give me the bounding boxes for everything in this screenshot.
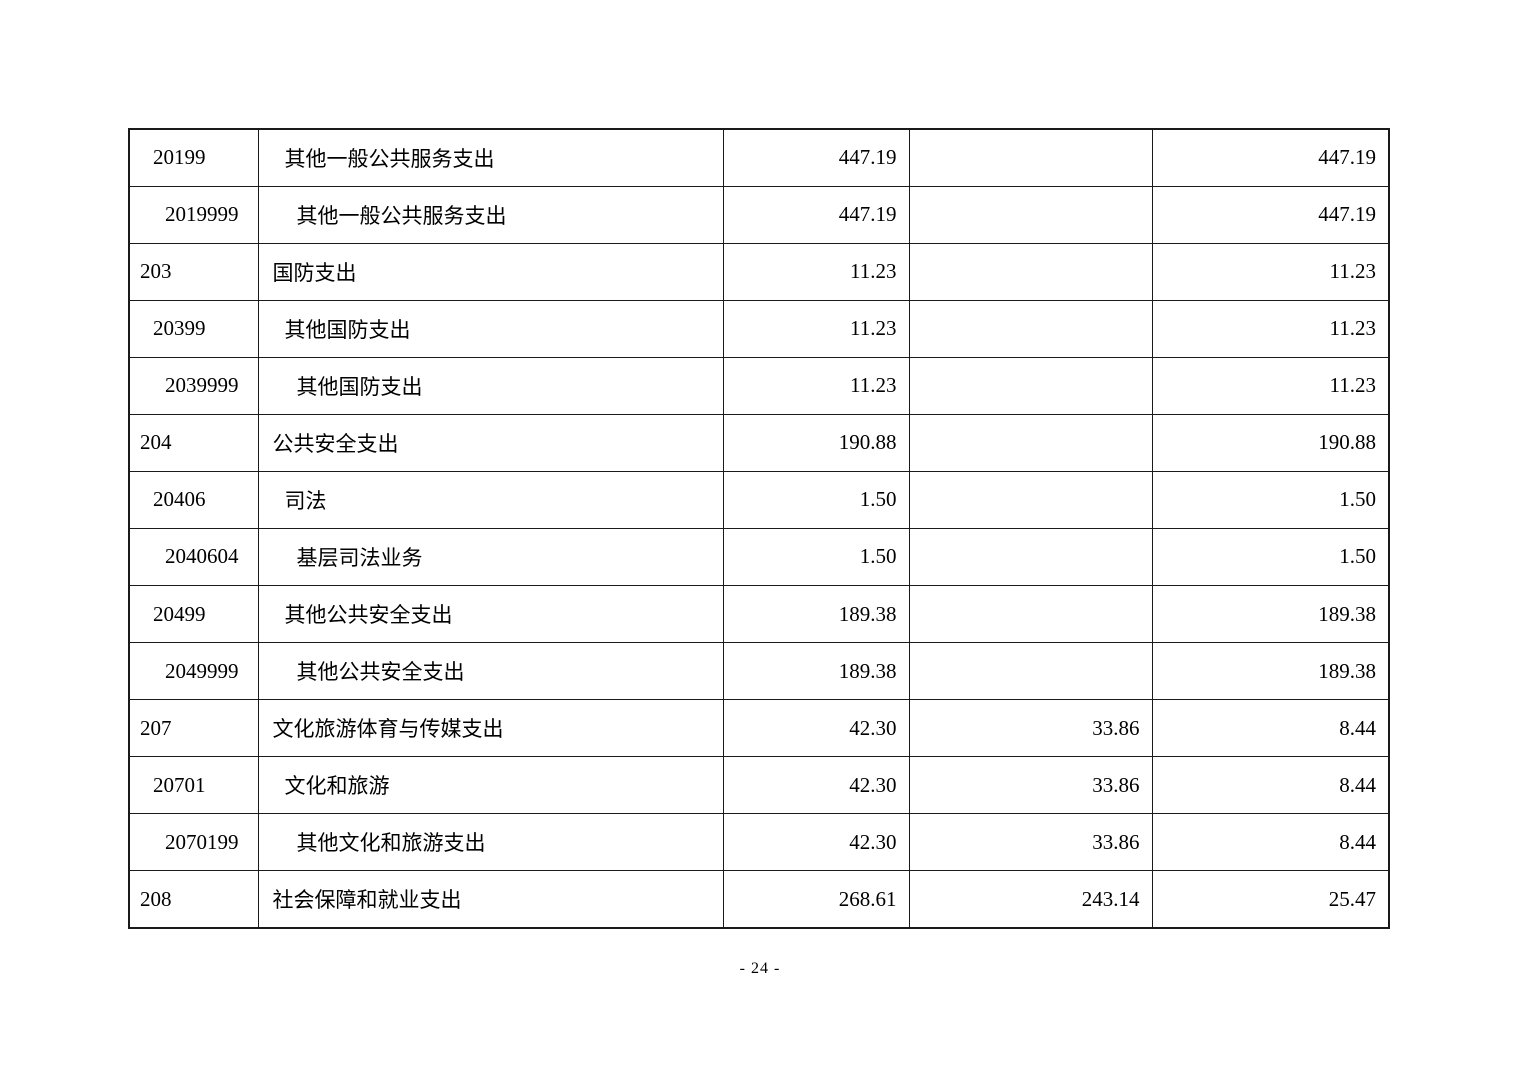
row-amount-2 (908, 242, 1153, 301)
row-code: 20199 (128, 128, 259, 187)
row-code: 2019999 (128, 185, 259, 244)
row-amount-2: 33.86 (908, 756, 1153, 815)
row-amount-3: 25.47 (1151, 870, 1390, 929)
row-amount-3: 447.19 (1151, 185, 1390, 244)
row-code: 20701 (128, 756, 259, 815)
row-code: 20499 (128, 584, 259, 644)
row-amount-1: 42.30 (722, 699, 910, 758)
row-amount-3: 1.50 (1151, 470, 1390, 529)
row-code: 203 (128, 242, 259, 301)
row-name: 文化旅游体育与传媒支出 (257, 699, 724, 758)
page-number: - 24 - (739, 960, 781, 977)
table-row: 204 公共安全支出 190.88 190.88 (128, 413, 1390, 472)
row-amount-2 (908, 527, 1153, 587)
row-amount-1: 447.19 (722, 128, 910, 187)
row-amount-1: 1.50 (722, 527, 910, 587)
row-amount-3: 189.38 (1151, 584, 1390, 644)
budget-table: 20199 其他一般公共服务支出 447.19 447.19 2019999 其… (128, 128, 1390, 929)
row-code: 2039999 (128, 356, 259, 415)
row-code: 204 (128, 413, 259, 472)
row-name: 其他一般公共服务支出 (257, 128, 724, 187)
row-amount-3: 11.23 (1151, 242, 1390, 301)
table-row: 207 文化旅游体育与传媒支出 42.30 33.86 8.44 (128, 699, 1390, 758)
row-amount-2 (908, 642, 1153, 701)
row-code: 2070199 (128, 813, 259, 872)
row-code: 208 (128, 870, 259, 929)
row-name: 其他文化和旅游支出 (257, 813, 724, 872)
row-amount-3: 8.44 (1151, 699, 1390, 758)
row-code: 2040604 (128, 527, 259, 587)
row-amount-2: 33.86 (908, 699, 1153, 758)
row-amount-1: 268.61 (722, 870, 910, 929)
table-row: 20499 其他公共安全支出 189.38 189.38 (128, 584, 1390, 644)
row-name: 其他公共安全支出 (257, 642, 724, 701)
table-row: 20406 司法 1.50 1.50 (128, 470, 1390, 529)
row-amount-3: 1.50 (1151, 527, 1390, 587)
row-amount-1: 42.30 (722, 756, 910, 815)
row-name: 其他国防支出 (257, 299, 724, 358)
row-amount-3: 8.44 (1151, 813, 1390, 872)
row-name: 其他公共安全支出 (257, 584, 724, 644)
row-amount-2 (908, 470, 1153, 529)
row-amount-3: 447.19 (1151, 128, 1390, 187)
row-name: 其他国防支出 (257, 356, 724, 415)
row-amount-2 (908, 413, 1153, 472)
row-name: 基层司法业务 (257, 527, 724, 587)
row-amount-1: 447.19 (722, 185, 910, 244)
row-amount-3: 8.44 (1151, 756, 1390, 815)
row-amount-1: 189.38 (722, 584, 910, 644)
row-amount-1: 1.50 (722, 470, 910, 529)
row-amount-2: 243.14 (908, 870, 1153, 929)
row-name: 社会保障和就业支出 (257, 870, 724, 929)
table-row: 203 国防支出 11.23 11.23 (128, 242, 1390, 301)
row-amount-3: 189.38 (1151, 642, 1390, 701)
row-code: 20406 (128, 470, 259, 529)
table-row: 2040604 基层司法业务 1.50 1.50 (128, 527, 1390, 587)
table-row: 20399 其他国防支出 11.23 11.23 (128, 299, 1390, 358)
row-name: 司法 (257, 470, 724, 529)
row-amount-2 (908, 128, 1153, 187)
row-amount-1: 11.23 (722, 356, 910, 415)
table-row: 2070199 其他文化和旅游支出 42.30 33.86 8.44 (128, 813, 1390, 872)
row-amount-1: 190.88 (722, 413, 910, 472)
table-row: 208 社会保障和就业支出 268.61 243.14 25.47 (128, 870, 1390, 929)
row-amount-2 (908, 185, 1153, 244)
row-name: 国防支出 (257, 242, 724, 301)
row-amount-3: 190.88 (1151, 413, 1390, 472)
row-amount-2 (908, 584, 1153, 644)
row-amount-1: 11.23 (722, 242, 910, 301)
row-name: 公共安全支出 (257, 413, 724, 472)
table-row: 2019999 其他一般公共服务支出 447.19 447.19 (128, 185, 1390, 244)
row-amount-1: 42.30 (722, 813, 910, 872)
row-amount-2 (908, 299, 1153, 358)
row-amount-3: 11.23 (1151, 356, 1390, 415)
row-amount-1: 189.38 (722, 642, 910, 701)
row-amount-3: 11.23 (1151, 299, 1390, 358)
row-amount-2 (908, 356, 1153, 415)
row-code: 20399 (128, 299, 259, 358)
row-amount-2: 33.86 (908, 813, 1153, 872)
table-row: 2049999 其他公共安全支出 189.38 189.38 (128, 642, 1390, 701)
row-name: 其他一般公共服务支出 (257, 185, 724, 244)
table-body: 20199 其他一般公共服务支出 447.19 447.19 2019999 其… (128, 128, 1390, 929)
table-row: 20701 文化和旅游 42.30 33.86 8.44 (128, 756, 1390, 815)
row-code: 207 (128, 699, 259, 758)
row-code: 2049999 (128, 642, 259, 701)
table-row: 20199 其他一般公共服务支出 447.19 447.19 (128, 128, 1390, 187)
table-row: 2039999 其他国防支出 11.23 11.23 (128, 356, 1390, 415)
row-name: 文化和旅游 (257, 756, 724, 815)
row-amount-1: 11.23 (722, 299, 910, 358)
